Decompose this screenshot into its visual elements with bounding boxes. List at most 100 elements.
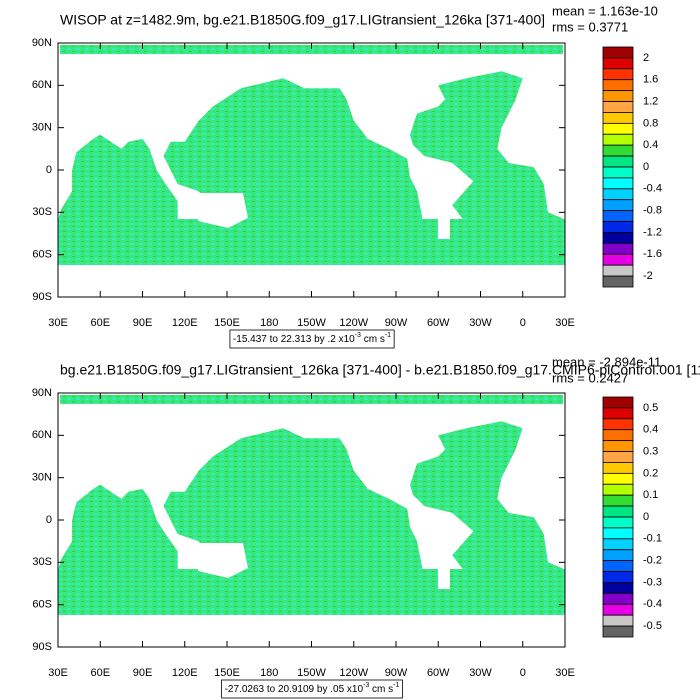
colorbar-label: -2 — [643, 270, 653, 282]
colorbar-box — [602, 625, 634, 638]
lon-label: 120E — [172, 667, 198, 679]
mean-label: mean = -2.894e-11 — [552, 354, 661, 369]
lon-label: 60W — [427, 317, 450, 329]
colorbar-box — [602, 122, 634, 135]
colorbar-box — [602, 79, 634, 92]
colorbar-box — [602, 90, 634, 102]
lon-label: 30E — [48, 667, 68, 679]
lat-label: 60N — [32, 79, 52, 91]
colorbar-box — [602, 440, 634, 452]
panel-title: WISOP at z=1482.9m, bg.e21.B1850G.f09_g1… — [60, 12, 545, 28]
colorbar-box — [602, 483, 634, 496]
lon-label: 30W — [469, 667, 492, 679]
colorbar-box — [602, 472, 634, 485]
colorbar-box — [602, 144, 634, 157]
lon-label: 180 — [260, 317, 278, 329]
colorbar-box — [602, 494, 634, 507]
colorbar-box — [602, 538, 634, 551]
lat-label: 30S — [32, 556, 52, 568]
lon-label: 0 — [520, 667, 526, 679]
range-exp: -3 — [363, 682, 369, 689]
lat-label: 90S — [32, 291, 52, 303]
mean-label: mean = 1.163e-10 — [552, 3, 658, 18]
colorbar-box — [602, 46, 634, 59]
colorbar-box — [602, 614, 634, 627]
colorbar-box — [602, 264, 634, 277]
colorbar-label: 0.1 — [643, 489, 658, 501]
lon-label: 150W — [297, 317, 326, 329]
panel-title: bg.e21.B1850G.f09_g17.LIGtransient_126ka… — [60, 362, 700, 378]
colorbar-label: 0.3 — [643, 445, 658, 457]
colorbar-label: 0.5 — [643, 402, 658, 414]
lon-label: 60E — [90, 317, 110, 329]
colorbar-label: 0.8 — [643, 117, 658, 129]
colorbar-box — [602, 275, 634, 288]
colorbar-box — [602, 133, 634, 146]
colorbar-box — [602, 582, 634, 594]
lon-label: 120W — [339, 317, 368, 329]
lon-label: 60W — [427, 667, 450, 679]
colorbar-box — [602, 57, 634, 70]
lat-label: 90N — [32, 37, 52, 49]
range-label: -15.437 to 22.313 by .2 x10-3 cm s-1 — [233, 332, 391, 345]
rms-label: rms = 0.2427 — [552, 370, 628, 385]
lat-label: 90N — [32, 387, 52, 399]
colorbar-label: 0 — [643, 161, 649, 173]
lon-label: 150W — [297, 667, 326, 679]
lat-label: 30S — [32, 206, 52, 218]
colorbar-box — [602, 221, 634, 233]
colorbar-label: 0.2 — [643, 467, 658, 479]
colorbar-box — [602, 242, 634, 255]
colorbar-box — [602, 462, 634, 474]
ocean-field — [58, 395, 565, 647]
range-text: -27.0263 to 20.9109 by .05 x10 — [225, 684, 364, 695]
lon-label: 30E — [555, 667, 575, 679]
range-label: -27.0263 to 20.9109 by .05 x10-3 cm s-1 — [225, 682, 400, 695]
colorbar-label: -0.2 — [643, 555, 662, 567]
lat-label: 30N — [32, 122, 52, 134]
lon-label: 90W — [385, 667, 408, 679]
colorbar-label: 1.6 — [643, 74, 658, 86]
lat-label: 60S — [32, 249, 52, 261]
colorbar-label: 0 — [643, 511, 649, 523]
lon-label: 120E — [172, 317, 198, 329]
lat-label: 90S — [32, 641, 52, 653]
range-box — [221, 679, 403, 699]
range-unit: cm s — [361, 334, 385, 345]
lon-label: 120W — [339, 667, 368, 679]
colorbar-box — [602, 407, 634, 420]
colorbar-box — [602, 199, 634, 212]
range-unit-exp: -1 — [393, 682, 399, 689]
ocean-field — [58, 45, 565, 297]
colorbar-label: 0.4 — [643, 139, 658, 151]
colorbar-box — [602, 68, 634, 81]
lat-label: 0 — [46, 164, 52, 176]
colorbar-box — [602, 101, 634, 113]
rms-label: rms = 0.3771 — [552, 19, 628, 34]
colorbar-box — [602, 177, 634, 190]
lon-label: 180 — [260, 667, 278, 679]
colorbar-box — [602, 505, 634, 518]
colorbar-box — [602, 549, 634, 562]
colorbar-box — [602, 155, 634, 168]
colorbar-label: 1.2 — [643, 95, 658, 107]
lon-label: 30E — [555, 317, 575, 329]
range-box — [229, 329, 395, 349]
colorbar-label: -1.2 — [643, 226, 662, 238]
colorbar-box — [602, 571, 634, 583]
range-exp: -3 — [355, 332, 361, 339]
lat-label: 0 — [46, 514, 52, 526]
colorbar-label: 2 — [643, 52, 649, 64]
colorbar-label: -0.5 — [643, 620, 662, 632]
colorbar-label: -1.6 — [643, 248, 662, 260]
colorbar-box — [602, 112, 634, 124]
colorbar-box — [602, 210, 634, 222]
colorbar-box — [602, 166, 634, 179]
colorbar-label: -0.4 — [643, 598, 662, 610]
lat-label: 30N — [32, 472, 52, 484]
colorbar-box — [602, 429, 634, 442]
colorbar-box — [602, 418, 634, 431]
lon-label: 60E — [90, 667, 110, 679]
colorbar-box — [602, 188, 634, 201]
lon-label: 150E — [214, 317, 240, 329]
